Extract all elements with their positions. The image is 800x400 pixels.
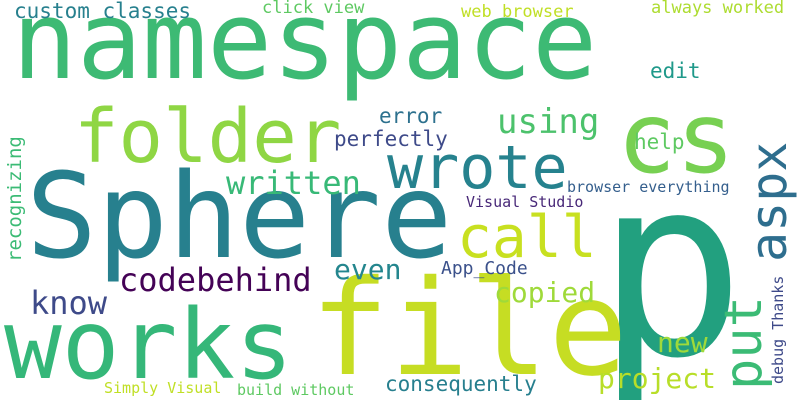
- word-know: know: [30, 284, 108, 322]
- word-namespace: namespace: [12, 0, 598, 104]
- word-file: file: [310, 252, 628, 400]
- word-debug-thanks: debug Thanks: [769, 275, 787, 384]
- word-simply-visual: Simply Visual: [104, 379, 222, 397]
- word-edit: edit: [650, 59, 701, 83]
- word-always-worked: always worked: [651, 0, 785, 18]
- word-folder: folder: [74, 94, 342, 180]
- word-using: using: [497, 102, 600, 142]
- word-custom-classes: custom classes: [14, 0, 192, 23]
- word-browser-everything: browser everything: [567, 178, 730, 196]
- word-copied: copied: [494, 276, 596, 309]
- word-put: put: [714, 296, 774, 390]
- word-p: p: [596, 125, 746, 400]
- word-sphere: Sphere: [26, 147, 453, 285]
- word-even: even: [334, 253, 402, 286]
- word-app-code: App_Code: [441, 258, 528, 279]
- word-aspx: aspx: [740, 141, 798, 262]
- word-consequently: consequently: [385, 372, 537, 396]
- word-click-view: click view: [262, 0, 365, 18]
- word-works: works: [4, 289, 293, 400]
- word-written: written: [226, 164, 361, 202]
- word-build-without: build without: [237, 381, 355, 399]
- word-web-browser: web browser: [461, 2, 574, 22]
- word-call: call: [457, 203, 597, 271]
- word-error: error: [379, 104, 443, 128]
- word-visual-studio: Visual Studio: [466, 193, 584, 211]
- word-perfectly: perfectly: [334, 127, 448, 151]
- word-help: help: [634, 130, 685, 154]
- word-wrote: wrote: [387, 133, 568, 203]
- word-project: project: [598, 362, 717, 395]
- word-new: new: [657, 326, 708, 359]
- word-recognizing: recognizing: [4, 136, 26, 262]
- word-cs: cs: [617, 82, 736, 196]
- word-codebehind: codebehind: [119, 261, 312, 299]
